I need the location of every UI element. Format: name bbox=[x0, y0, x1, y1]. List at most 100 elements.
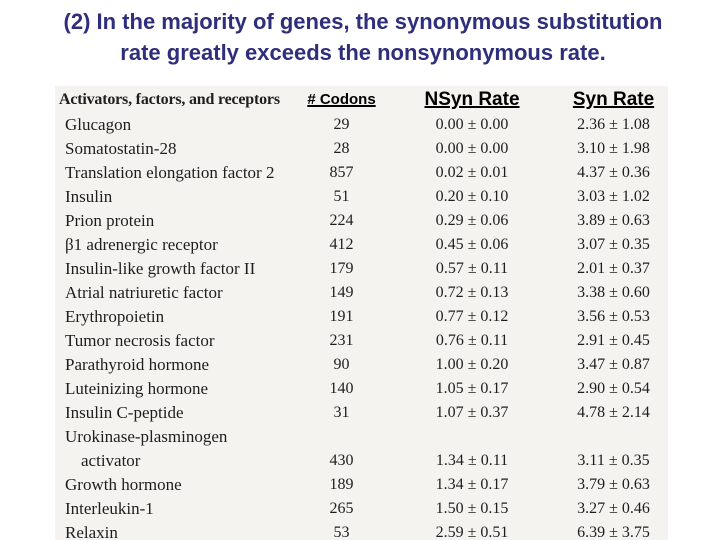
table-row: β1 adrenergic receptor 412 0.45 ± 0.06 3… bbox=[55, 233, 668, 257]
table-row: Tumor necrosis factor 231 0.76 ± 0.11 2.… bbox=[55, 329, 668, 353]
syn-rate-cell: 2.01 ± 0.37 bbox=[577, 260, 650, 277]
syn-rate-cell: 3.07 ± 0.35 bbox=[577, 236, 650, 253]
table-row: Insulin 51 0.20 ± 0.10 3.03 ± 1.02 bbox=[55, 185, 668, 209]
codon-count-cell: 90 bbox=[333, 356, 350, 373]
codon-count-cell: 231 bbox=[329, 332, 354, 349]
gene-name-line1: Parathyroid hormone bbox=[65, 355, 209, 374]
table-row: Growth hormone 189 1.34 ± 0.17 3.79 ± 0.… bbox=[55, 473, 668, 497]
syn-rate-cell: 3.10 ± 1.98 bbox=[577, 140, 650, 157]
nsyn-rate-cell: 1.34 ± 0.11 bbox=[435, 452, 509, 469]
table-row: Insulin-like growth factor II 179 0.57 ±… bbox=[55, 257, 668, 281]
gene-name-line1: β1 adrenergic receptor bbox=[65, 235, 218, 254]
gene-name-line1: Insulin-like growth factor II bbox=[65, 259, 256, 278]
gene-name-line1: Urokinase-plasminogen bbox=[65, 427, 228, 446]
gene-name-line1: Insulin bbox=[65, 187, 113, 206]
nsyn-rate-cell: 1.05 ± 0.17 bbox=[435, 380, 509, 397]
syn-rate-cell: 3.27 ± 0.46 bbox=[577, 500, 650, 517]
table-row: Relaxin 53 2.59 ± 0.51 6.39 ± 3.75 bbox=[55, 521, 668, 540]
gene-name-cell: Tumor necrosis factor bbox=[55, 329, 298, 353]
nsyn-rate-cell: 0.76 ± 0.11 bbox=[435, 332, 509, 349]
gene-name-cell: Relaxin bbox=[55, 521, 298, 540]
syn-rate-cell: 3.03 ± 1.02 bbox=[577, 188, 650, 205]
gene-name-cell: Translation elongation factor 2 bbox=[55, 161, 298, 185]
nsyn-rate-cell: 1.00 ± 0.20 bbox=[435, 356, 509, 373]
table-row: Glucagon 29 0.00 ± 0.00 2.36 ± 1.08 bbox=[55, 113, 668, 137]
nsyn-rate-cell: 0.00 ± 0.00 bbox=[435, 116, 509, 133]
gene-name-line1: Erythropoietin bbox=[65, 307, 165, 326]
gene-substitution-rate-table: Activators, factors, and receptors # Cod… bbox=[55, 86, 668, 540]
gene-name-cell: Glucagon bbox=[55, 113, 298, 137]
nsyn-rate-cell: 0.00 ± 0.00 bbox=[435, 140, 509, 157]
gene-name-cell: Parathyroid hormone bbox=[55, 353, 298, 377]
table-row: Somatostatin-28 28 0.00 ± 0.00 3.10 ± 1.… bbox=[55, 137, 668, 161]
gene-name-cell: Insulin bbox=[55, 185, 298, 209]
table-row: Prion protein 224 0.29 ± 0.06 3.89 ± 0.6… bbox=[55, 209, 668, 233]
codon-count-cell: 149 bbox=[329, 284, 354, 301]
slide-title: (2) In the majority of genes, the synony… bbox=[0, 6, 720, 68]
nsyn-rate-cell: 0.45 ± 0.06 bbox=[435, 236, 509, 253]
nsyn-rate-cell: 0.77 ± 0.12 bbox=[435, 308, 509, 325]
codon-count-cell: 53 bbox=[333, 524, 350, 540]
gene-name-cell: Atrial natriuretic factor bbox=[55, 281, 298, 305]
codon-count-cell: 179 bbox=[329, 260, 354, 277]
gene-name-cell: β1 adrenergic receptor bbox=[55, 233, 298, 257]
syn-rate-cell: 3.56 ± 0.53 bbox=[577, 308, 650, 325]
gene-name-cell: Interleukin-1 bbox=[55, 497, 298, 521]
gene-name-line1: Relaxin bbox=[65, 523, 118, 540]
gene-name-cell: Erythropoietin bbox=[55, 305, 298, 329]
codon-count-cell: 31 bbox=[333, 404, 350, 421]
table-row: Translation elongation factor 2 857 0.02… bbox=[55, 161, 668, 185]
nsyn-rate-cell: 0.20 ± 0.10 bbox=[435, 188, 509, 205]
nsyn-rate-cell: 1.07 ± 0.37 bbox=[435, 404, 509, 421]
syn-rate-cell: 3.11 ± 0.35 bbox=[577, 452, 650, 469]
table-row: Atrial natriuretic factor 149 0.72 ± 0.1… bbox=[55, 281, 668, 305]
nsyn-rate-cell: 0.57 ± 0.11 bbox=[435, 260, 509, 277]
syn-rate-cell: 3.47 ± 0.87 bbox=[577, 356, 650, 373]
syn-rate-cell: 2.36 ± 1.08 bbox=[577, 116, 650, 133]
gene-name-line1: Luteinizing hormone bbox=[65, 379, 209, 398]
gene-name-line1: Glucagon bbox=[65, 115, 132, 134]
syn-rate-cell: 2.90 ± 0.54 bbox=[577, 380, 650, 397]
nsyn-rate-cell: 0.02 ± 0.01 bbox=[435, 164, 509, 181]
table-header-row: Activators, factors, and receptors # Cod… bbox=[55, 86, 668, 113]
table-row: Erythropoietin 191 0.77 ± 0.12 3.56 ± 0.… bbox=[55, 305, 668, 329]
slide-title-line2: rate greatly exceeds the nonsynonymous r… bbox=[120, 40, 606, 65]
col-header-syn-rate: Syn Rate bbox=[572, 89, 655, 110]
gene-name-cell: Insulin C-peptide bbox=[55, 401, 298, 425]
nsyn-rate-cell: 0.72 ± 0.13 bbox=[435, 284, 509, 301]
syn-rate-cell: 2.91 ± 0.45 bbox=[577, 332, 650, 349]
table-row: Insulin C-peptide 31 1.07 ± 0.37 4.78 ± … bbox=[55, 401, 668, 425]
nsyn-rate-cell: 1.34 ± 0.17 bbox=[435, 476, 509, 493]
gene-name-cell: Prion protein bbox=[55, 209, 298, 233]
gene-name-line1: Growth hormone bbox=[65, 475, 182, 494]
gene-name-cell: Insulin-like growth factor II bbox=[55, 257, 298, 281]
codon-count-cell: 28 bbox=[333, 140, 350, 157]
codon-count-cell: 29 bbox=[333, 116, 350, 133]
slide-title-line1: (2) In the majority of genes, the synony… bbox=[63, 9, 663, 34]
codon-count-cell: 51 bbox=[333, 188, 350, 205]
gene-name-cell: Somatostatin-28 bbox=[55, 137, 298, 161]
codon-count-cell: 265 bbox=[329, 500, 354, 517]
gene-name-line1: Atrial natriuretic factor bbox=[65, 283, 223, 302]
gene-name-line1: Tumor necrosis factor bbox=[65, 331, 215, 350]
gene-name-line2: activator bbox=[81, 451, 141, 470]
table-row: Luteinizing hormone 140 1.05 ± 0.17 2.90… bbox=[55, 377, 668, 401]
col-header-num-codons: # Codons bbox=[307, 91, 376, 108]
gene-name-line1: Prion protein bbox=[65, 211, 155, 230]
col-header-nsyn-rate: NSyn Rate bbox=[424, 89, 520, 110]
gene-name-line1: Translation elongation factor 2 bbox=[65, 163, 275, 182]
table-row: Parathyroid hormone 90 1.00 ± 0.20 3.47 … bbox=[55, 353, 668, 377]
codon-count-cell: 857 bbox=[329, 164, 354, 181]
gene-name-line1: Interleukin-1 bbox=[65, 499, 154, 518]
syn-rate-cell: 3.79 ± 0.63 bbox=[577, 476, 650, 493]
syn-rate-cell: 3.38 ± 0.60 bbox=[577, 284, 650, 301]
gene-name-cell: Urokinase-plasminogen activator bbox=[55, 425, 298, 473]
codon-count-cell: 224 bbox=[329, 212, 354, 229]
col-header-activators-factors-receptors: Activators, factors, and receptors bbox=[59, 91, 280, 108]
syn-rate-cell: 6.39 ± 3.75 bbox=[577, 524, 650, 540]
syn-rate-cell: 4.37 ± 0.36 bbox=[577, 164, 650, 181]
codon-count-cell: 140 bbox=[329, 380, 354, 397]
syn-rate-cell: 4.78 ± 2.14 bbox=[577, 404, 650, 421]
gene-name-line1: Insulin C-peptide bbox=[65, 403, 184, 422]
